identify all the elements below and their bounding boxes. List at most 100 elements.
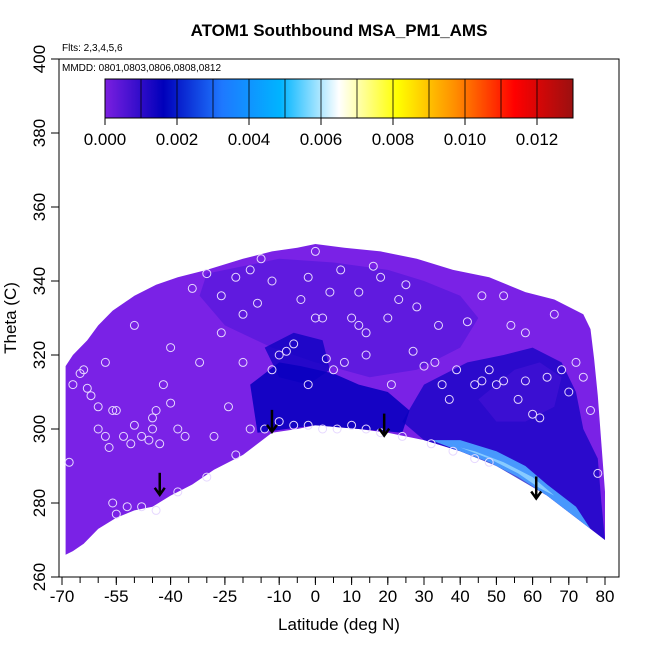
observation-point bbox=[318, 313, 328, 323]
observation-point bbox=[520, 376, 530, 386]
observation-point bbox=[332, 424, 342, 434]
observation-point bbox=[126, 439, 136, 449]
arrow-head bbox=[378, 427, 391, 438]
flights-note: Flts: 2,3,4,5,6 bbox=[62, 43, 123, 54]
observation-point bbox=[477, 291, 487, 301]
observation-point bbox=[484, 457, 494, 467]
observation-point bbox=[216, 291, 226, 301]
observation-point bbox=[499, 291, 509, 301]
observation-point bbox=[166, 343, 176, 353]
observation-point bbox=[68, 380, 78, 390]
observation-point bbox=[347, 313, 357, 323]
observation-point bbox=[111, 509, 121, 519]
observation-point bbox=[542, 372, 552, 382]
observation-point bbox=[397, 431, 407, 441]
observation-point bbox=[137, 502, 147, 512]
observation-point bbox=[202, 472, 212, 482]
observation-point bbox=[462, 317, 472, 327]
observation-point bbox=[216, 328, 226, 338]
observation-point bbox=[108, 498, 118, 508]
x-tick-label: -70 bbox=[50, 587, 75, 606]
x-tick-label: 10 bbox=[342, 587, 361, 606]
y-axis-label: Theta (C) bbox=[1, 282, 20, 354]
y-tick-label: 280 bbox=[30, 489, 49, 517]
observation-point bbox=[231, 272, 241, 282]
observation-point bbox=[477, 376, 487, 386]
y-tick-label: 360 bbox=[30, 193, 49, 221]
colorbar-tick-label: 0.006 bbox=[300, 130, 343, 149]
observation-point bbox=[430, 357, 440, 367]
plot-frame bbox=[58, 58, 620, 578]
observation-points bbox=[64, 246, 603, 519]
observation-point bbox=[100, 431, 110, 441]
observation-point bbox=[448, 446, 458, 456]
observation-point bbox=[325, 287, 335, 297]
observation-point bbox=[100, 357, 110, 367]
observation-point bbox=[111, 406, 121, 415]
arrow-head bbox=[265, 424, 278, 435]
field-patch-equator bbox=[250, 362, 410, 433]
observation-point bbox=[238, 357, 248, 367]
observation-point bbox=[144, 435, 154, 445]
observation-point bbox=[289, 339, 299, 349]
field-patch-lighter bbox=[460, 447, 555, 496]
arrow-marker bbox=[265, 409, 278, 435]
observation-point bbox=[195, 357, 205, 367]
observation-point bbox=[129, 320, 139, 330]
observation-point bbox=[238, 309, 248, 319]
observation-point bbox=[383, 313, 393, 323]
observation-point bbox=[339, 357, 349, 367]
y-axis: 260 280 300 320 340 360 380 400 bbox=[30, 45, 59, 591]
observation-point bbox=[318, 424, 328, 434]
colorbar-tick-label: 0.002 bbox=[156, 130, 199, 149]
observation-point bbox=[394, 295, 404, 304]
observation-point bbox=[245, 265, 255, 275]
observation-point bbox=[593, 468, 603, 478]
observation-point bbox=[202, 269, 212, 279]
observation-point bbox=[281, 346, 291, 356]
observation-point bbox=[93, 402, 103, 412]
observation-point bbox=[303, 420, 313, 430]
x-axis-label: Latitude (deg N) bbox=[278, 615, 400, 634]
observation-point bbox=[347, 420, 357, 430]
colorbar-gradient bbox=[104, 78, 574, 119]
observation-point bbox=[274, 417, 284, 427]
observation-point bbox=[79, 365, 89, 375]
observation-point bbox=[155, 439, 165, 449]
y-tick-label: 320 bbox=[30, 341, 49, 369]
observation-point bbox=[520, 328, 530, 338]
observation-point bbox=[419, 361, 429, 371]
x-tick-label: -25 bbox=[213, 587, 238, 606]
y-tick-label: 380 bbox=[30, 119, 49, 147]
observation-point bbox=[408, 346, 418, 356]
observation-point bbox=[93, 424, 103, 434]
x-axis: -70 -55 -40 -25 -10 0 10 20 30 40 50 60 70 80 bbox=[50, 577, 614, 606]
observation-point bbox=[256, 254, 266, 264]
arrow-marker bbox=[153, 472, 166, 497]
observation-point bbox=[119, 431, 128, 441]
observation-point bbox=[122, 502, 132, 512]
observation-point bbox=[267, 365, 277, 375]
observation-point bbox=[564, 387, 574, 397]
observation-point bbox=[303, 272, 313, 282]
x-tick-label: 30 bbox=[415, 587, 434, 606]
observation-point bbox=[336, 265, 346, 275]
heatmap-field bbox=[65, 244, 606, 555]
observation-point bbox=[82, 383, 92, 393]
observation-point bbox=[321, 354, 331, 364]
colorbar-tick-label: 0.008 bbox=[372, 130, 415, 149]
observation-point bbox=[231, 450, 241, 460]
colorbar-tick-label: 0.012 bbox=[516, 130, 559, 149]
y-tick-label: 260 bbox=[30, 563, 49, 591]
observation-point bbox=[513, 394, 523, 404]
arrow-head bbox=[530, 490, 543, 501]
arrow-markers bbox=[153, 409, 543, 501]
observation-point bbox=[274, 350, 284, 360]
observation-point bbox=[354, 287, 364, 297]
observation-point bbox=[253, 298, 262, 308]
observation-point bbox=[586, 406, 595, 415]
x-tick-label: 70 bbox=[559, 587, 578, 606]
observation-point bbox=[329, 365, 338, 375]
observation-point bbox=[578, 372, 588, 382]
